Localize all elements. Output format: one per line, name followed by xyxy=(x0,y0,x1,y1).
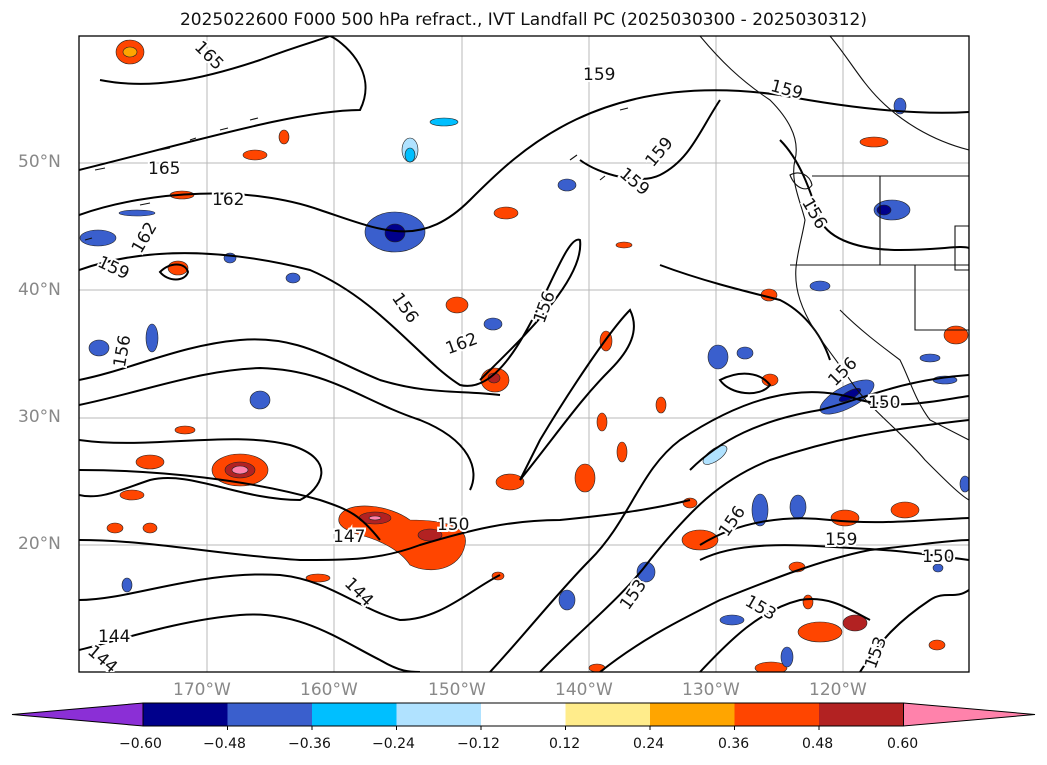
colorbar-tick: −0.12 xyxy=(457,736,500,752)
map-frame xyxy=(78,35,970,673)
colorbar-tick: 0.48 xyxy=(802,736,834,752)
contour-label: 162 xyxy=(128,219,162,257)
refractivity-contours xyxy=(79,36,969,672)
contour-label: 159 xyxy=(825,530,857,550)
contour-label: 159 xyxy=(583,65,615,85)
contour-label: 150 xyxy=(868,393,900,413)
colorbar-tick: −0.60 xyxy=(119,736,162,752)
contour-label: 159 xyxy=(642,133,678,171)
map-title: 2025022600 F000 500 hPa refract., IVT La… xyxy=(179,10,867,30)
colorbar-tick: 0.12 xyxy=(549,736,581,752)
contour-label: 156 xyxy=(110,333,135,368)
contour-label: 156 xyxy=(387,289,422,327)
lon-label: 170°W xyxy=(173,680,231,700)
contour-label: 165 xyxy=(190,37,227,74)
colorbar-tick: −0.48 xyxy=(203,736,246,752)
contour-label: 156 xyxy=(530,289,560,326)
contour-label: 159 xyxy=(615,164,653,200)
contour-label: 153 xyxy=(741,591,779,625)
lon-label: 150°W xyxy=(428,680,486,700)
colorbar-tick: 0.24 xyxy=(633,736,665,752)
colorbar-tick: 0.36 xyxy=(718,736,750,752)
lat-label: 50°N xyxy=(18,152,61,172)
colorbar-tick: −0.24 xyxy=(372,736,415,752)
graticule xyxy=(79,36,969,672)
contour-label: 162 xyxy=(443,329,480,359)
colorbar-tick: −0.36 xyxy=(288,736,331,752)
lon-label: 130°W xyxy=(682,680,740,700)
lat-label: 20°N xyxy=(18,534,61,554)
lon-label: 120°W xyxy=(809,680,867,700)
contour-label: 153 xyxy=(861,634,891,671)
lat-label: 40°N xyxy=(18,280,61,300)
colorbar-tick: 0.60 xyxy=(887,736,919,752)
lon-label: 140°W xyxy=(555,680,613,700)
contour-label: 150 xyxy=(868,393,900,413)
contour-label: 150 xyxy=(922,547,954,567)
contour-label-group: 165 165 162 162 159 159 159 159 159 156 … xyxy=(81,36,956,672)
contour-label: 159 xyxy=(768,76,805,104)
contour-label: 150 xyxy=(437,515,469,535)
contour-label: 165 xyxy=(148,159,180,179)
contour-label: 144 xyxy=(340,574,377,611)
lon-label: 160°W xyxy=(300,680,358,700)
coastlines xyxy=(84,36,969,501)
lat-label: 30°N xyxy=(18,407,61,427)
contour-label: 144 xyxy=(98,627,130,647)
contour-label: 147 xyxy=(333,527,365,547)
contour-label: 162 xyxy=(212,190,244,210)
